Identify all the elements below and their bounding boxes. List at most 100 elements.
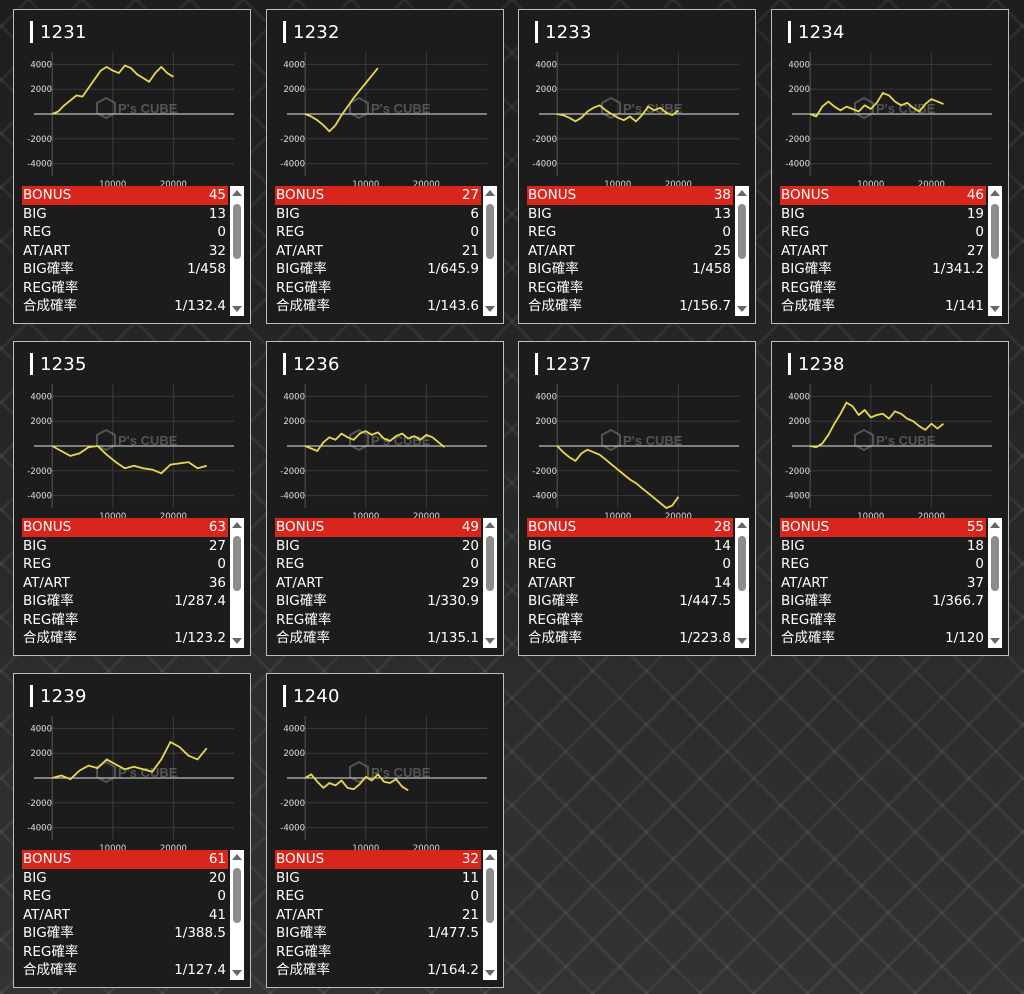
scroll-thumb[interactable] [991,204,999,259]
stats-table: BONUS 46 BIG 19 REG 0 AT/ART 27 BIG確率 1/341.2 REG確… [780,186,1002,316]
stat-row: BIG 13 [527,205,733,224]
stats-table: BONUS 32 BIG 11 REG 0 AT/ART 21 BIG確率 1/477.5 REG確… [275,850,497,980]
scroll-down-arrow-icon[interactable] [990,638,1000,644]
scroll-thumb[interactable] [233,868,241,923]
machine-card-1237[interactable]: 1237 P's CUBE 4000 2000 -2000 -4000 10000 20000… [518,341,756,656]
stat-label: AT/ART [23,906,70,923]
stats-scrollbar[interactable] [988,186,1002,316]
scroll-up-arrow-icon[interactable] [990,190,1000,196]
title-marker [283,21,286,43]
stat-value: 25 [713,242,731,259]
x-tick-label: 10000 [352,180,379,190]
stat-value: 1/223.8 [679,630,731,646]
scroll-up-arrow-icon[interactable] [232,522,242,528]
stat-row: 合成確率 1/127.4 [22,961,228,980]
machine-card-1240[interactable]: 1240 P's CUBE 4000 2000 -2000 -4000 10000 20000… [266,673,504,988]
stat-row: BIG確率 1/645.9 [275,260,481,279]
scroll-down-arrow-icon[interactable] [990,306,1000,312]
scroll-thumb[interactable] [991,536,999,591]
scroll-thumb[interactable] [486,204,494,259]
stat-value: 55 [966,519,984,535]
scroll-up-arrow-icon[interactable] [485,522,495,528]
y-tick-label: 4000 [788,60,810,70]
machine-card-1231[interactable]: 1231 P's CUBE 4000 2000 -2000 -4000 10000 20000… [13,9,251,324]
machine-card-1234[interactable]: 1234 P's CUBE 4000 2000 -2000 -4000 10000 20000… [771,9,1009,324]
stat-value: 1/287.4 [174,593,226,609]
scroll-thumb[interactable] [738,536,746,591]
scroll-up-arrow-icon[interactable] [232,854,242,860]
machine-card-1235[interactable]: 1235 P's CUBE 4000 2000 -2000 -4000 10000 20000… [13,341,251,656]
scroll-down-arrow-icon[interactable] [485,306,495,312]
stat-label: 合成確率 [23,298,77,314]
stats-scrollbar[interactable] [483,518,497,648]
stat-label: 合成確率 [23,962,77,978]
scroll-up-arrow-icon[interactable] [485,854,495,860]
stats-scrollbar[interactable] [483,850,497,980]
title-marker [535,21,538,43]
scroll-thumb[interactable] [486,536,494,591]
machine-card-1232[interactable]: 1232 P's CUBE 4000 2000 -2000 -4000 10000 20000… [266,9,504,324]
y-tick-label: 2000 [788,417,810,427]
stat-label: BIG [276,205,300,222]
stat-value: 0 [722,224,731,240]
scroll-up-arrow-icon[interactable] [485,190,495,196]
stat-row: REG確率 [275,611,481,630]
stat-value: 1/164.2 [427,962,479,978]
stat-label: REG確率 [781,279,837,296]
stats-scrollbar[interactable] [735,518,749,648]
y-tick-label: -2000 [280,135,305,145]
svg-text:P's CUBE: P's CUBE [876,101,936,116]
title-marker [283,685,286,707]
scroll-down-arrow-icon[interactable] [232,306,242,312]
svg-text:P's CUBE: P's CUBE [118,433,178,448]
y-tick-label: -4000 [785,492,810,502]
machine-card-1233[interactable]: 1233 P's CUBE 4000 2000 -2000 -4000 10000 20000… [518,9,756,324]
y-tick-label: 2000 [283,417,305,427]
stats-table: BONUS 38 BIG 13 REG 0 AT/ART 25 BIG確率 1/458 REG確率合… [527,186,749,316]
y-tick-label: 4000 [30,60,52,70]
scroll-down-arrow-icon[interactable] [485,970,495,976]
stat-row: BIG 14 [527,537,733,556]
machine-card-1238[interactable]: 1238 P's CUBE 4000 2000 -2000 -4000 10000 20000… [771,341,1009,656]
y-tick-label: 4000 [535,60,557,70]
stat-label: BONUS [276,851,325,867]
stat-label: REG [23,888,52,904]
scroll-down-arrow-icon[interactable] [737,638,747,644]
scroll-thumb[interactable] [233,536,241,591]
stats-scrollbar[interactable] [230,518,244,648]
stat-value: 14 [713,537,731,554]
stats-scrollbar[interactable] [735,186,749,316]
bonus-row: BONUS 46 [780,186,986,205]
svg-text:P's CUBE: P's CUBE [118,765,178,780]
stat-label: BIG [528,537,552,554]
machine-card-1236[interactable]: 1236 P's CUBE 4000 2000 -2000 -4000 10000 20000… [266,341,504,656]
scroll-thumb[interactable] [486,868,494,923]
scroll-up-arrow-icon[interactable] [232,190,242,196]
stat-value: 1/447.5 [679,593,731,609]
scroll-thumb[interactable] [738,204,746,259]
x-tick-label: 20000 [160,512,187,522]
scroll-up-arrow-icon[interactable] [990,522,1000,528]
stat-label: BIG確率 [528,261,579,277]
scroll-up-arrow-icon[interactable] [737,190,747,196]
title-marker [788,353,791,375]
stats-scrollbar[interactable] [230,850,244,980]
scroll-down-arrow-icon[interactable] [232,638,242,644]
bonus-row: BONUS 45 [22,186,228,205]
scroll-down-arrow-icon[interactable] [737,306,747,312]
stat-row: REG 0 [22,887,228,906]
stat-row: AT/ART 37 [780,574,986,593]
scroll-down-arrow-icon[interactable] [485,638,495,644]
scroll-down-arrow-icon[interactable] [232,970,242,976]
stat-value: 1/135.1 [427,630,479,646]
bonus-row: BONUS 27 [275,186,481,205]
machine-card-1239[interactable]: 1239 P's CUBE 4000 2000 -2000 -4000 10000 20000… [13,673,251,988]
stat-value: 1/156.7 [679,298,731,314]
stat-label: BIG確率 [276,925,327,941]
stats-scrollbar[interactable] [483,186,497,316]
stats-scrollbar[interactable] [988,518,1002,648]
stats-scrollbar[interactable] [230,186,244,316]
scroll-up-arrow-icon[interactable] [737,522,747,528]
scroll-thumb[interactable] [233,204,241,259]
